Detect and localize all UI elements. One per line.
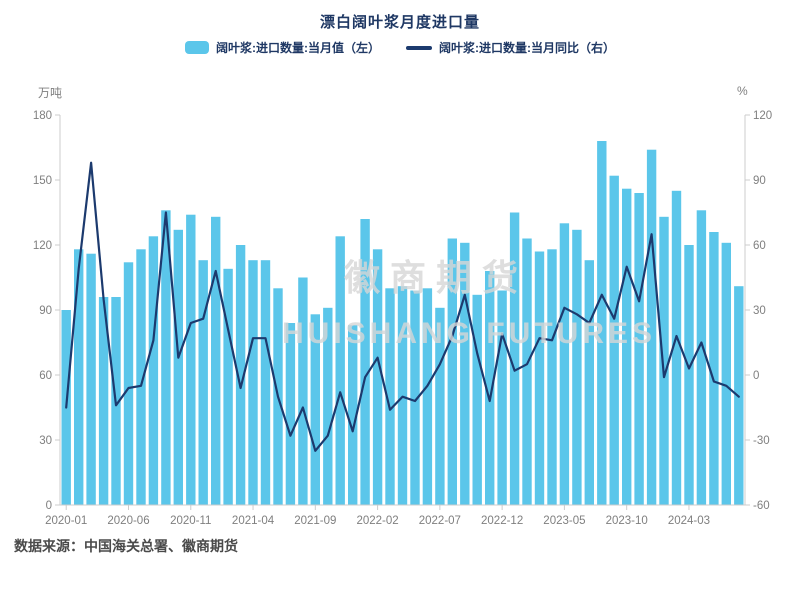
bar-2020-08 <box>148 236 159 506</box>
svg-text:120: 120 <box>33 240 52 252</box>
svg-text:30: 30 <box>39 435 52 447</box>
bar-2022-05 <box>410 290 420 505</box>
bar-2023-09 <box>609 175 619 505</box>
bar-2022-10 <box>472 294 482 505</box>
bar-2022-08 <box>447 238 457 505</box>
bar-2020-04 <box>98 297 109 505</box>
svg-text:2022-07: 2022-07 <box>419 515 461 527</box>
legend-item-line[interactable]: 阔叶浆:进口数量:当月同比（右） <box>406 39 615 56</box>
bar-2023-01 <box>509 212 520 505</box>
svg-text:2024-03: 2024-03 <box>668 515 710 527</box>
bar-2023-12 <box>646 149 657 505</box>
left-axis-unit: 万吨 <box>38 86 63 100</box>
legend-line-label: 阔叶浆:进口数量:当月同比（右） <box>439 41 615 55</box>
bar-2022-11 <box>485 271 495 505</box>
bar-2022-01 <box>360 219 370 505</box>
bar-2020-02 <box>74 249 84 505</box>
bar-2021-03 <box>235 245 246 505</box>
bar-2020-03 <box>86 253 96 505</box>
bar-2024-01 <box>659 216 669 506</box>
yoy-line <box>65 161 740 452</box>
bar-2024-02 <box>671 190 682 506</box>
svg-text:-30: -30 <box>753 435 770 447</box>
svg-text:0: 0 <box>753 370 759 382</box>
svg-text:120: 120 <box>753 110 772 122</box>
svg-text:90: 90 <box>39 305 52 317</box>
svg-text:90: 90 <box>753 175 766 187</box>
svg-text:2023-10: 2023-10 <box>606 515 648 527</box>
bar-2020-11 <box>186 214 196 505</box>
bar-2024-05 <box>709 232 719 505</box>
svg-text:2021-09: 2021-09 <box>294 515 336 527</box>
svg-text:2021-04: 2021-04 <box>232 515 275 527</box>
svg-text:2022-12: 2022-12 <box>481 515 523 527</box>
bar-2023-08 <box>597 141 607 505</box>
bar-2022-03 <box>385 288 395 505</box>
bar-2023-05 <box>559 223 570 506</box>
bar-2020-07 <box>136 249 146 505</box>
bar-2021-01 <box>211 216 221 506</box>
bar-2023-07 <box>584 260 594 505</box>
bar-2022-07 <box>435 307 445 505</box>
bar-2020-09 <box>161 210 171 506</box>
svg-text:2022-02: 2022-02 <box>356 515 398 527</box>
data-source-note: 数据来源：中国海关总署、徽商期货 <box>14 538 238 554</box>
bar-2023-04 <box>547 249 557 505</box>
bar-2021-02 <box>223 268 233 505</box>
bar-2023-03 <box>534 251 545 505</box>
bar-2020-06 <box>123 262 134 505</box>
legend: 阔叶浆:进口数量:当月值（左） 阔叶浆:进口数量:当月同比（右） <box>0 39 800 56</box>
bar-2022-09 <box>460 242 470 506</box>
bar-2023-06 <box>572 229 582 506</box>
bar-2023-02 <box>522 238 532 505</box>
svg-text:60: 60 <box>39 370 52 382</box>
svg-text:60: 60 <box>753 240 766 252</box>
bar-2023-11 <box>634 193 644 505</box>
bar-2021-09 <box>310 314 320 505</box>
svg-text:30: 30 <box>753 305 766 317</box>
legend-bar-label: 阔叶浆:进口数量:当月值（左） <box>216 41 380 55</box>
bar-2020-10 <box>173 229 183 506</box>
svg-text:180: 180 <box>33 110 52 122</box>
bar-2021-04 <box>248 260 258 505</box>
bar-2020-12 <box>198 260 208 505</box>
bar-2021-07 <box>285 323 296 505</box>
bar-2021-11 <box>335 236 345 506</box>
bar-2021-10 <box>323 307 333 505</box>
svg-text:2023-05: 2023-05 <box>543 515 585 527</box>
chart-title: 漂白阔叶浆月度进口量 <box>319 14 480 31</box>
bar-2021-12 <box>348 325 358 505</box>
right-axis-unit: % <box>737 84 748 98</box>
svg-text:2020-01: 2020-01 <box>45 515 87 527</box>
svg-text:-60: -60 <box>753 500 770 512</box>
bar-2022-02 <box>372 249 383 505</box>
bar-series-swatch-icon <box>185 41 209 54</box>
bar-2024-06 <box>721 242 731 506</box>
line-series-swatch-icon <box>406 45 432 50</box>
svg-text:2020-11: 2020-11 <box>170 515 211 527</box>
bar-2021-08 <box>298 277 308 505</box>
bar-2023-10 <box>622 188 632 505</box>
svg-text:0: 0 <box>46 500 52 512</box>
bar-2022-12 <box>497 290 507 505</box>
svg-text:150: 150 <box>33 175 52 187</box>
legend-item-bar[interactable]: 阔叶浆:进口数量:当月值（左） <box>185 39 380 56</box>
bar-2024-03 <box>684 245 694 505</box>
svg-text:2020-06: 2020-06 <box>107 515 149 527</box>
bar-2022-06 <box>422 288 433 505</box>
bar-2021-05 <box>260 260 271 505</box>
bar-2024-04 <box>696 210 707 506</box>
bar-2022-04 <box>397 286 408 505</box>
